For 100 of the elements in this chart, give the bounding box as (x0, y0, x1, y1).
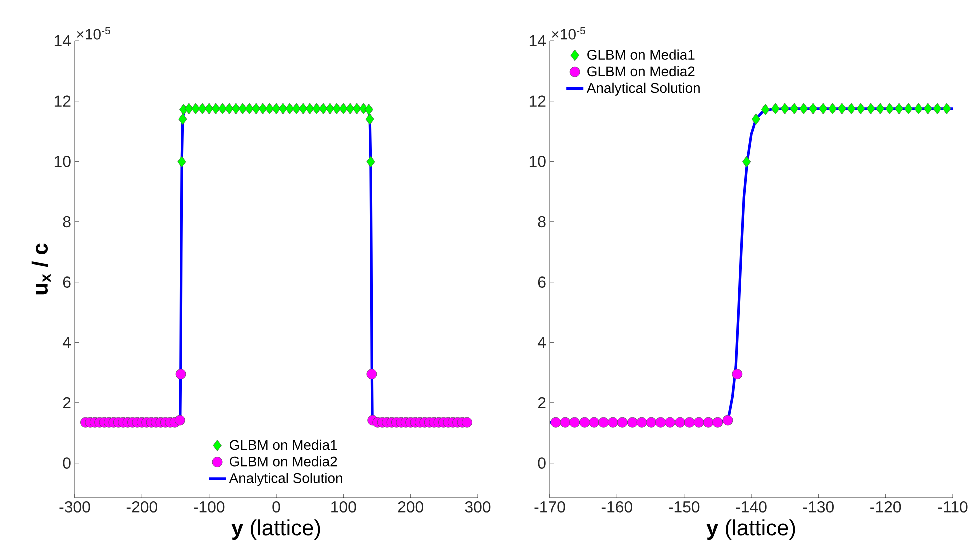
point (205, 103, 214, 115)
x-tick-label: 0 (272, 502, 280, 513)
point (278, 103, 288, 115)
point (598, 417, 609, 428)
point (942, 103, 952, 115)
point (550, 417, 562, 428)
point (245, 103, 254, 115)
x-tick-label: -100 (194, 502, 225, 513)
x-tick-label: -130 (803, 502, 834, 513)
point (808, 103, 818, 115)
y-tick-label: 14 (530, 36, 546, 46)
point (198, 103, 207, 115)
point (272, 103, 281, 115)
point (876, 103, 885, 115)
point (914, 103, 924, 115)
point (742, 156, 752, 168)
point (694, 417, 704, 428)
point (761, 104, 770, 116)
x-tick-label: -300 (60, 502, 90, 513)
point (771, 103, 780, 115)
point (636, 417, 648, 428)
text: ×10$^{-5}$ (552, 27, 586, 40)
x-tick-label: -200 (126, 502, 158, 513)
point (292, 103, 301, 115)
point (800, 103, 808, 115)
point (326, 103, 335, 115)
point (252, 103, 261, 115)
point (627, 417, 638, 428)
point (924, 103, 932, 115)
point (332, 103, 342, 115)
point (828, 103, 838, 115)
point (675, 417, 686, 428)
legend-label: GLBM on Media2 (588, 66, 695, 77)
point (712, 417, 724, 428)
point (684, 417, 695, 428)
point (665, 417, 676, 428)
point (352, 103, 362, 115)
y-tick-label: 10 (530, 156, 546, 168)
point (462, 417, 472, 428)
x-tick-label: 100 (332, 502, 356, 513)
point (838, 103, 847, 115)
point (703, 417, 714, 428)
y-tick-label: 8 (538, 216, 546, 228)
point (306, 103, 314, 115)
point (178, 114, 188, 126)
point (656, 417, 666, 428)
point (366, 114, 374, 126)
point (366, 369, 378, 380)
point (732, 369, 743, 380)
point (286, 103, 294, 115)
point (722, 415, 734, 426)
point (847, 103, 856, 115)
point (174, 415, 186, 426)
y-tick-label: 4 (62, 337, 72, 348)
point (238, 103, 248, 115)
point (225, 103, 234, 115)
y-tick-label: 0 (63, 458, 71, 469)
y-tick-label: 8 (63, 216, 71, 228)
y-tick-label: 0 (538, 458, 546, 469)
point (184, 103, 194, 115)
point (617, 417, 628, 428)
x-tick-label: 200 (398, 502, 424, 513)
legend-label: GLBM on Media1 (230, 440, 338, 450)
point (589, 417, 600, 428)
legend-label: Analytical Solution (586, 82, 700, 96)
point (886, 103, 894, 115)
x-tick-label: -150 (669, 502, 700, 513)
point (178, 156, 186, 168)
point (212, 103, 220, 115)
text: ×10$^{-5}$ (77, 27, 110, 40)
y-tick-label: 12 (54, 96, 71, 107)
point (904, 103, 914, 115)
x-axis-title: y (lattice) (706, 520, 796, 540)
point (570, 417, 580, 428)
point (299, 103, 308, 115)
legend-label: Analytical Solution (229, 473, 342, 486)
y-tick-label: 2 (538, 397, 546, 409)
x-tick-label: -170 (534, 502, 566, 513)
point (319, 103, 328, 115)
y-tick-label: 10 (54, 156, 71, 168)
y-tick-label: 4 (538, 337, 546, 348)
point (364, 104, 374, 116)
point (580, 417, 590, 428)
point (339, 103, 348, 115)
point (346, 103, 355, 115)
x-tick-label: -160 (602, 502, 632, 513)
point (176, 369, 186, 380)
point (933, 103, 942, 115)
legend-label: GLBM on Media1 (588, 50, 695, 60)
point (560, 417, 571, 428)
y-axis-title: u$_{x}$ / c (32, 244, 51, 295)
point (646, 417, 657, 428)
y-tick-label: 12 (530, 96, 546, 107)
x-tick-label: -120 (870, 502, 902, 513)
point (894, 103, 904, 115)
legend-label: GLBM on Media2 (230, 456, 338, 467)
point (265, 103, 274, 115)
point (258, 103, 268, 115)
point (752, 114, 761, 126)
point (192, 103, 200, 115)
